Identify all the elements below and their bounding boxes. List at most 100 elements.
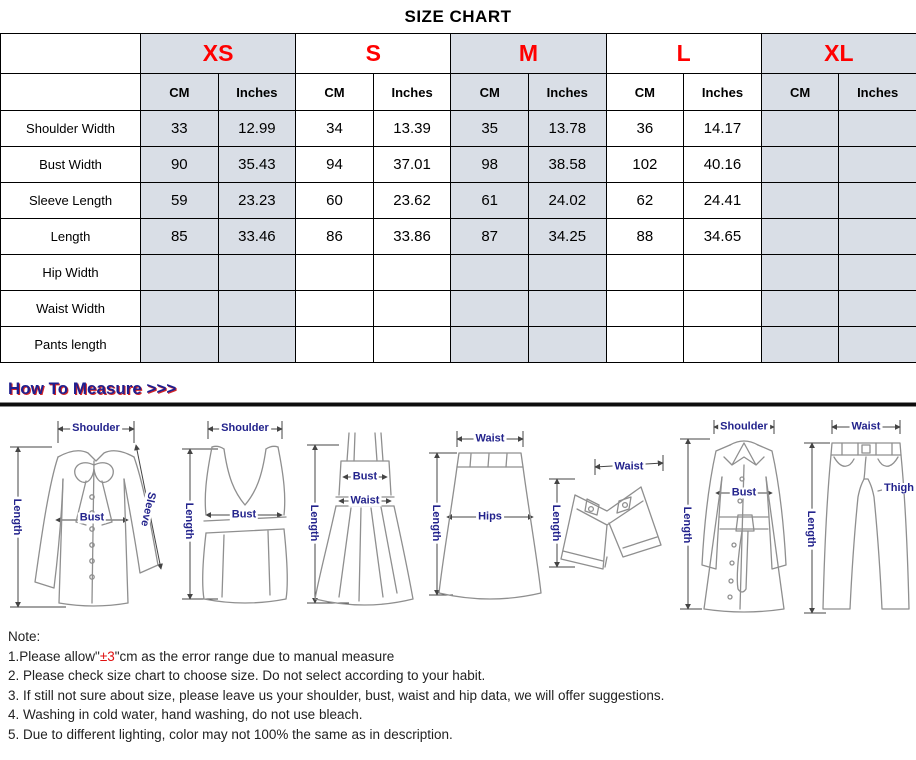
size-value [839,147,916,183]
size-value: 35.43 [218,147,296,183]
unit-header-M-inches: Inches [528,74,606,111]
size-header-XL: XL [761,34,916,74]
size-value: 24.41 [684,183,762,219]
size-value: 23.62 [373,183,451,219]
size-value [296,327,374,363]
pants-length-label: Length [805,509,816,550]
dress-length-label: Length [308,503,319,544]
size-value [684,255,762,291]
row-label: Length [1,219,141,255]
size-value [373,327,451,363]
dress-waist-label: Waist [349,496,382,507]
shorts-length-label: Length [550,503,561,544]
size-value: 62 [606,183,684,219]
size-value: 34 [296,111,374,147]
coat-sketch: Shoulder Bust Length [672,417,800,615]
unit-header-XS-cm: CM [141,74,219,111]
coat-bust-label: Bust [730,488,758,499]
corner-cell [1,34,141,74]
size-value: 88 [606,219,684,255]
size-value [528,255,606,291]
size-value: 23.23 [218,183,296,219]
size-value: 102 [606,147,684,183]
size-value [451,327,529,363]
pants-thigh-label: Thigh [882,483,916,494]
size-value: 40.16 [684,147,762,183]
unit-header-S-cm: CM [296,74,374,111]
size-value [218,255,296,291]
size-value [761,111,839,147]
tank-bust-label: Bust [230,510,258,521]
dress-drawing [303,417,421,615]
notes-section: Note: 1.Please allow"±3"cm as the error … [8,627,916,744]
size-value [761,255,839,291]
size-value [296,255,374,291]
pants-sketch: Waist Thigh Length [798,417,914,615]
blouse-shoulder-label: Shoulder [70,423,122,434]
size-value: 38.58 [528,147,606,183]
size-value [373,291,451,327]
size-value [839,219,916,255]
divider-line [0,402,916,407]
skirt-hips-label: Hips [476,512,504,523]
table-row: Pants length [1,327,916,363]
size-value: 60 [296,183,374,219]
size-value: 94 [296,147,374,183]
size-value [606,291,684,327]
coat-length-label: Length [681,505,692,546]
row-label: Waist Width [1,291,141,327]
tank-top-sketch: Shoulder Length Bust [178,417,306,615]
size-value [761,291,839,327]
how-to-measure-heading: How To Measure >>> [8,379,916,399]
size-value [451,255,529,291]
size-value [218,327,296,363]
note-line-4: 4. Washing in cold water, hand washing, … [8,705,916,725]
dress-bust-label: Bust [351,472,379,483]
size-value: 33 [141,111,219,147]
error-range-value: ±3 [100,649,115,664]
tank-length-label: Length [183,501,194,542]
size-value: 12.99 [218,111,296,147]
size-value [606,255,684,291]
size-value: 33.46 [218,219,296,255]
size-value: 37.01 [373,147,451,183]
unit-header-L-inches: Inches [684,74,762,111]
size-value [684,291,762,327]
size-value [761,183,839,219]
size-value [761,327,839,363]
size-value [528,291,606,327]
size-value [141,327,219,363]
size-value [606,327,684,363]
notes-heading: Note: [8,627,916,647]
size-value: 87 [451,219,529,255]
size-value [839,291,916,327]
size-value: 61 [451,183,529,219]
size-value: 13.39 [373,111,451,147]
size-value [141,255,219,291]
dress-sketch: Bust Waist Length [303,417,421,615]
unit-header-L-cm: CM [606,74,684,111]
shorts-sketch: Waist Length [545,417,670,615]
unit-header-XL-cm: CM [761,74,839,111]
size-value [296,291,374,327]
note-line-5: 5. Due to different lighting, color may … [8,725,916,745]
size-value [218,291,296,327]
row-label: Hip Width [1,255,141,291]
unit-header-XL-inches: Inches [839,74,916,111]
note-line-3: 3. If still not sure about size, please … [8,686,916,706]
size-value [528,327,606,363]
unit-header-XS-inches: Inches [218,74,296,111]
size-value: 35 [451,111,529,147]
size-value: 14.17 [684,111,762,147]
size-value [839,255,916,291]
shorts-drawing [545,417,670,615]
row-label: Shoulder Width [1,111,141,147]
size-header-L: L [606,34,761,74]
size-value [839,327,916,363]
note-line-2: 2. Please check size chart to choose siz… [8,666,916,686]
